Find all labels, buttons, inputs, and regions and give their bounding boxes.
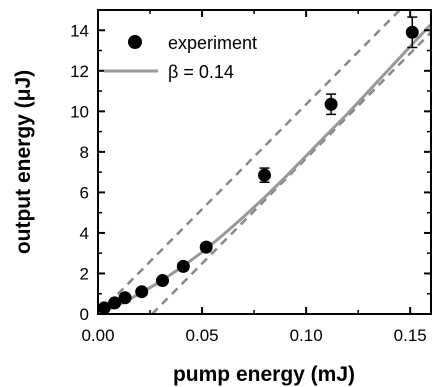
x-tick-label: 0.15 <box>394 326 427 345</box>
data-point <box>258 168 271 182</box>
y-axis-title: output energy (μJ) <box>12 70 35 254</box>
data-point <box>156 274 170 288</box>
dashed-line-3 <box>151 31 431 314</box>
y-tick-label: 0 <box>80 305 89 324</box>
legend: experiment β = 0.14 <box>104 33 257 82</box>
x-axis-title: pump energy (mJ) <box>173 363 355 386</box>
fit-lines <box>98 23 431 314</box>
data-point <box>324 97 338 111</box>
y-tick-label: 10 <box>70 102 89 121</box>
y-axis-ticks: 0 2 4 6 8 10 12 14 <box>70 21 431 324</box>
data-point <box>405 25 419 39</box>
x-tick-label: 0.05 <box>186 326 219 345</box>
legend-label-fit: β = 0.14 <box>168 62 234 82</box>
data-point <box>108 296 122 310</box>
dashed-reference-lines <box>98 10 431 314</box>
data-point <box>176 259 190 273</box>
fit-curve <box>98 23 431 314</box>
data-point <box>199 240 213 254</box>
legend-label-experiment: experiment <box>168 33 257 53</box>
legend-marker-experiment <box>128 35 142 49</box>
x-axis-ticks: 0.00 0.05 0.10 0.15 <box>81 10 427 345</box>
y-tick-label: 2 <box>80 264 89 283</box>
y-tick-label: 4 <box>80 224 89 243</box>
x-tick-label: 0.10 <box>290 326 323 345</box>
y-tick-label: 6 <box>80 183 89 202</box>
y-tick-label: 8 <box>80 143 89 162</box>
plot-frame <box>97 9 432 315</box>
y-tick-label: 14 <box>70 21 89 40</box>
data-point <box>97 301 111 315</box>
data-point <box>135 285 149 299</box>
data-points <box>97 16 419 315</box>
dashed-line-2 <box>98 10 401 314</box>
data-point <box>118 291 132 305</box>
y-tick-label: 12 <box>70 62 89 81</box>
x-tick-label: 0.00 <box>81 326 114 345</box>
